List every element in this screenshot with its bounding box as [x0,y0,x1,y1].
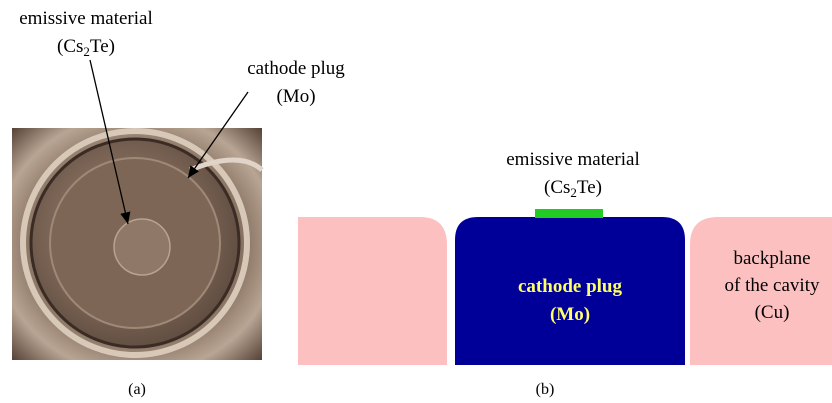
label-line: cathode plug [247,58,345,79]
label-line: (Mo) [276,86,315,107]
backplane-left [298,217,447,365]
figure: emissive material (Cs2Te) cathode plug (… [0,0,832,403]
caption: (a) [128,381,146,398]
formula: (Cs2Te) [544,177,602,200]
formula: (Cs2Te) [57,36,115,59]
label-line: emissive material [506,149,639,170]
formula-part: Te) [577,177,602,198]
label-line: cathode plug [518,276,622,297]
formula-part: (Cs [57,36,83,57]
label-line: (Cu) [755,302,790,323]
caption: (b) [536,381,555,398]
photo [12,128,262,360]
label-line: (Mo) [550,304,590,325]
label-line: of the cavity [725,275,820,296]
label-line: backplane [733,248,810,269]
formula-part: (Cs [544,177,570,198]
formula-part: Te) [90,36,115,57]
label-line: emissive material [19,8,152,29]
emissive-layer [535,209,603,218]
